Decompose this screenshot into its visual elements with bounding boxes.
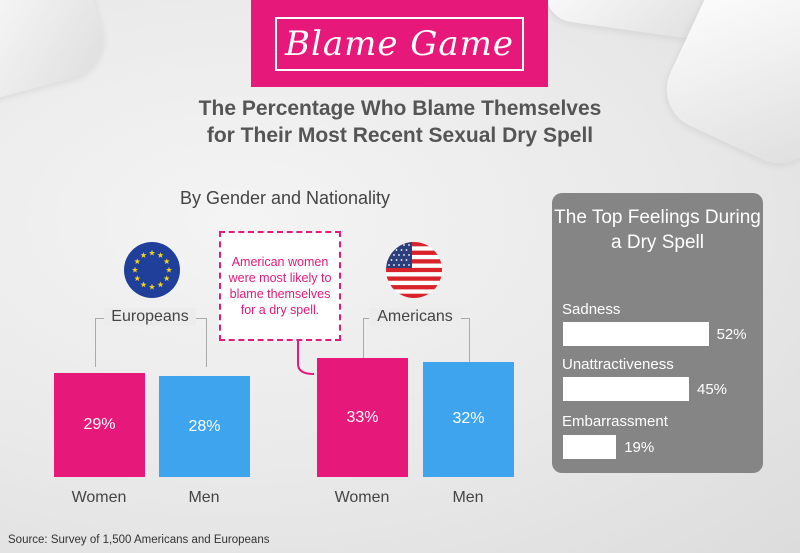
group-label-europeans: Europeans xyxy=(104,308,196,326)
callout-text: American women were most likely to blame… xyxy=(228,255,332,317)
bar-label: 33% xyxy=(346,408,379,426)
us-stripe xyxy=(386,276,442,281)
us-star-icon xyxy=(395,259,398,261)
bar-americans-men: 32% xyxy=(423,361,514,477)
subtitle-line-2: for Their Most Recent Sexual Dry Spell xyxy=(206,124,594,147)
callout-box: American women were most likely to blame… xyxy=(219,231,341,341)
category-label: Women xyxy=(334,489,390,506)
callout-pointer xyxy=(297,340,315,375)
us-star-icon xyxy=(398,254,400,256)
bar-europeans-women: 29% xyxy=(54,372,145,477)
eu-star-icon xyxy=(163,258,170,265)
us-star-icon xyxy=(403,244,405,246)
us-stripe xyxy=(386,254,442,260)
us-stripe xyxy=(386,285,442,290)
us-star-icon xyxy=(400,249,403,251)
eu-star-icon xyxy=(140,281,147,288)
bar-label: 32% xyxy=(452,410,485,428)
eu-star-icon xyxy=(165,266,173,273)
us-star-icon xyxy=(393,264,395,266)
source-note: Source: Survey of 1,500 Americans and Eu… xyxy=(8,534,270,546)
subtitle-line-1: The Percentage Who Blame Themselves xyxy=(198,97,602,120)
feeling-label: Unattractiveness xyxy=(562,356,674,373)
us-star-icon xyxy=(398,244,400,246)
eu-flag-icon xyxy=(124,242,180,298)
feeling-value: 52% xyxy=(716,326,747,343)
us-star-icon xyxy=(408,244,410,246)
us-star-icon xyxy=(405,259,408,261)
eu-star-icon xyxy=(157,252,164,258)
eu-star-icon xyxy=(134,275,141,282)
section-title: By Gender and Nationality xyxy=(179,188,391,208)
feeling-bar-unattractiveness xyxy=(563,377,689,401)
title-banner: Blame Game xyxy=(251,0,548,87)
category-label: Women xyxy=(71,489,127,506)
eu-star-icon xyxy=(157,281,164,288)
us-stripe xyxy=(386,289,442,294)
us-stripe xyxy=(386,246,442,251)
category-label: Men xyxy=(452,489,484,506)
us-stripe xyxy=(386,259,442,264)
us-stripe xyxy=(386,293,442,298)
pillow-decoration xyxy=(0,0,112,109)
us-star-icon xyxy=(395,249,398,251)
bar-label: 28% xyxy=(188,417,221,435)
us-star-icon xyxy=(388,254,390,256)
us-star-icon xyxy=(388,244,390,246)
feeling-value: 45% xyxy=(697,381,728,398)
bar-europeans-men: 28% xyxy=(159,376,250,477)
feeling-label: Sadness xyxy=(562,301,621,318)
chart-subtitle: The Percentage Who Blame Themselves for … xyxy=(100,95,700,149)
us-stripe xyxy=(386,242,442,247)
us-star-icon xyxy=(390,249,393,251)
us-star-icon xyxy=(393,254,395,256)
us-stripe xyxy=(386,263,442,269)
us-star-icon xyxy=(403,254,405,256)
feeling-bar-embarrassment xyxy=(563,435,617,459)
panel-title: The Top Feelings During a Dry Spell xyxy=(554,207,761,253)
us-flag-icon xyxy=(386,242,442,298)
eu-star-icon xyxy=(131,266,139,273)
us-star-icon xyxy=(408,264,410,266)
category-label: Men xyxy=(188,489,220,506)
us-stripe xyxy=(386,250,442,256)
us-stripe xyxy=(386,280,442,286)
us-stripe xyxy=(386,267,442,273)
bar-label: 29% xyxy=(83,415,116,433)
us-star-icon xyxy=(403,264,405,266)
eu-star-icon xyxy=(134,258,141,265)
us-stripe xyxy=(386,272,442,277)
us-star-icon xyxy=(398,264,400,266)
us-star-icon xyxy=(400,259,403,261)
us-star-icon xyxy=(408,254,410,256)
chart-title: Blame Game xyxy=(284,23,515,64)
top-feelings-panel: The Top Feelings During a Dry Spell Sadn… xyxy=(552,193,763,473)
eu-star-icon xyxy=(163,275,170,282)
us-star-icon xyxy=(390,259,393,261)
group-label-americans: Americans xyxy=(369,308,461,326)
feeling-bar-sadness xyxy=(563,322,709,346)
us-star-icon xyxy=(388,264,390,266)
eu-star-icon xyxy=(148,249,156,256)
us-star-icon xyxy=(393,244,395,246)
eu-star-icon xyxy=(140,252,147,258)
bar-americans-women: 33% xyxy=(317,358,408,477)
eu-star-icon xyxy=(148,283,156,290)
feeling-value: 19% xyxy=(624,439,655,456)
feeling-label: Embarrassment xyxy=(562,413,668,430)
title-banner-frame: Blame Game xyxy=(275,16,524,71)
us-star-icon xyxy=(405,249,408,251)
